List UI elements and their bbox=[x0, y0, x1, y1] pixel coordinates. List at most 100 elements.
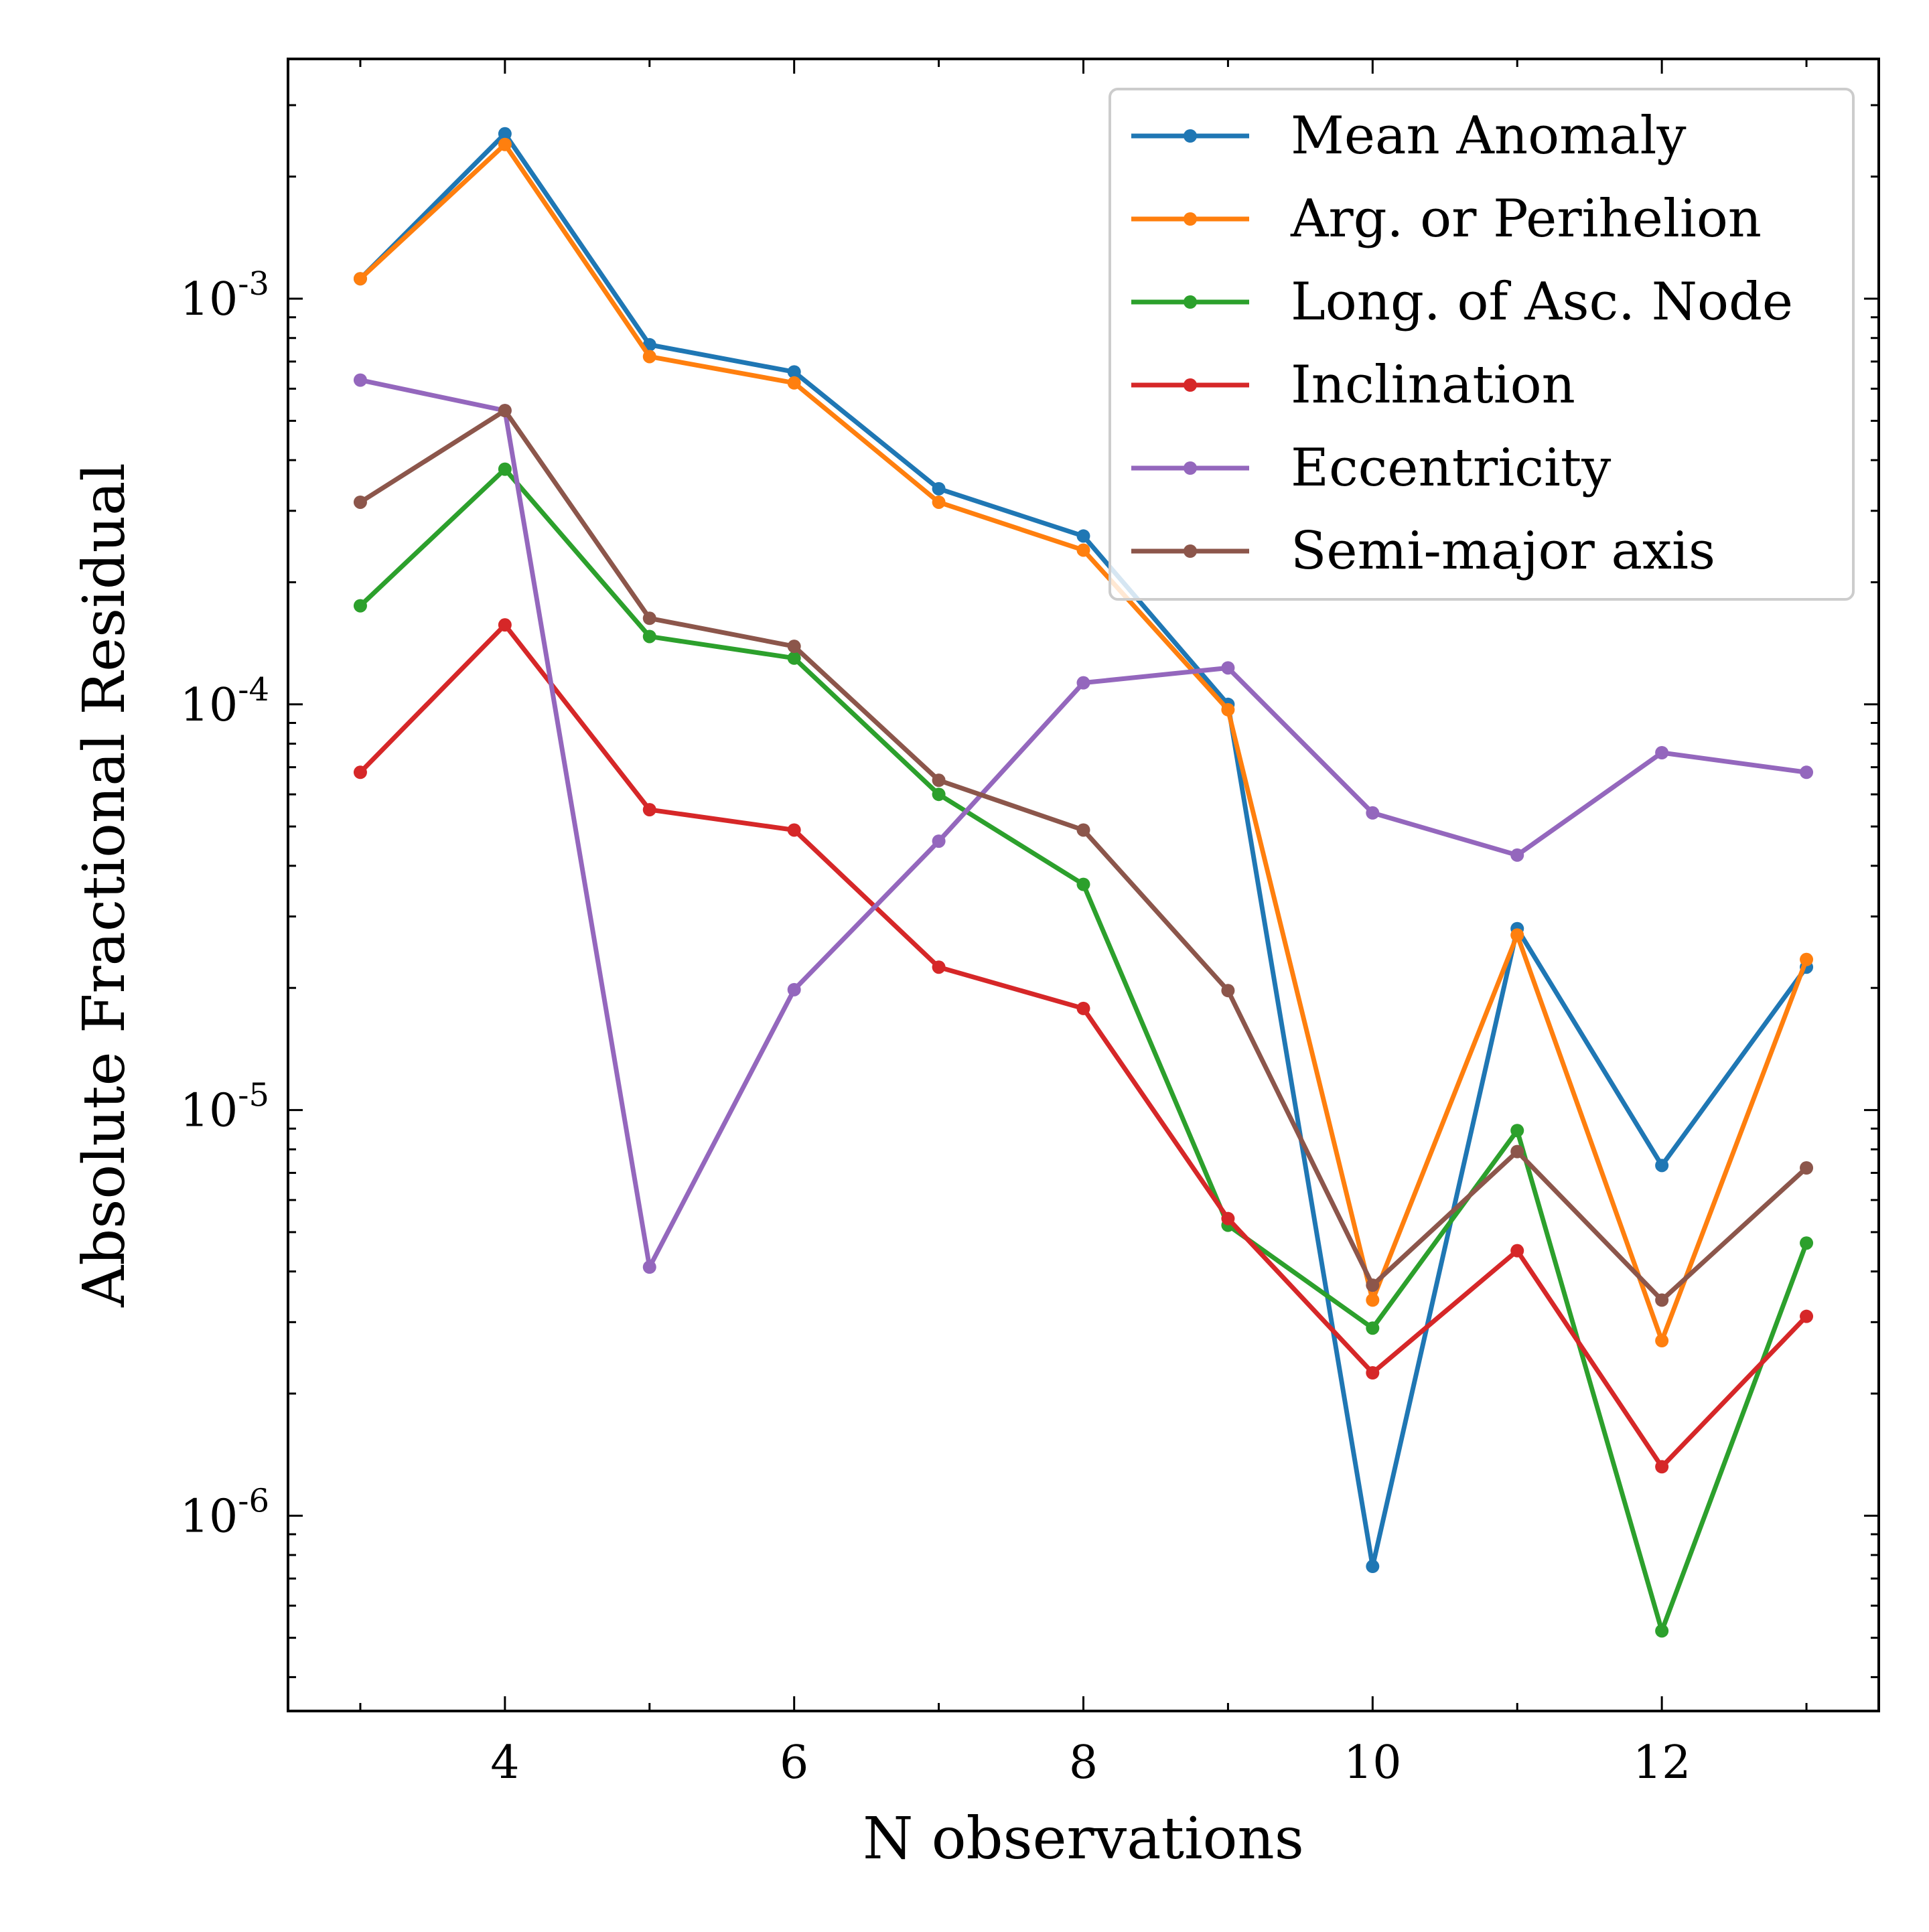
data-point bbox=[1510, 1144, 1524, 1159]
data-point bbox=[1655, 1334, 1669, 1348]
legend-marker bbox=[1184, 212, 1197, 226]
data-point bbox=[1076, 823, 1090, 837]
data-point bbox=[932, 481, 946, 496]
data-point bbox=[1510, 848, 1524, 862]
data-point bbox=[1655, 1624, 1669, 1638]
data-point bbox=[932, 960, 946, 974]
data-point bbox=[1366, 1365, 1380, 1380]
data-point bbox=[1076, 877, 1090, 891]
data-point bbox=[1221, 1211, 1235, 1225]
data-point bbox=[1800, 1161, 1814, 1175]
legend-item: Inclination bbox=[1131, 355, 1575, 415]
data-point bbox=[1221, 984, 1235, 998]
data-point bbox=[642, 629, 656, 644]
data-point bbox=[932, 495, 946, 509]
y-tick-label: 10-6 bbox=[180, 1482, 269, 1543]
x-tick-label: 8 bbox=[1069, 1736, 1098, 1789]
legend-item: Long. of Asc. Node bbox=[1131, 272, 1793, 332]
data-point bbox=[1655, 746, 1669, 760]
data-point bbox=[498, 404, 512, 418]
data-point bbox=[1366, 806, 1380, 820]
legend-label: Eccentricity bbox=[1291, 438, 1611, 498]
data-point bbox=[787, 823, 801, 837]
y-tick-labels: 10-3 10-4 10-5 10-6 bbox=[180, 265, 269, 1543]
legend-marker bbox=[1184, 295, 1197, 309]
series-1 bbox=[353, 137, 1814, 1348]
legend-label: Inclination bbox=[1291, 355, 1575, 415]
legend-marker bbox=[1184, 378, 1197, 392]
legend-label: Long. of Asc. Node bbox=[1291, 272, 1793, 332]
series-2 bbox=[353, 462, 1814, 1638]
data-point bbox=[1510, 1124, 1524, 1138]
x-axis-title: N observations bbox=[863, 1805, 1304, 1872]
data-point bbox=[642, 350, 656, 364]
data-point bbox=[1076, 676, 1090, 690]
data-point bbox=[787, 651, 801, 665]
data-point bbox=[787, 982, 801, 996]
x-tick-label: 12 bbox=[1633, 1736, 1691, 1789]
legend-marker bbox=[1184, 544, 1197, 558]
legend-item: Eccentricity bbox=[1131, 438, 1611, 498]
legend-item: Mean Anomaly bbox=[1131, 106, 1687, 166]
data-point bbox=[1510, 1244, 1524, 1258]
data-point bbox=[1366, 1278, 1380, 1292]
data-point bbox=[1655, 1159, 1669, 1173]
x-tick-label: 4 bbox=[490, 1736, 519, 1789]
series-3 bbox=[353, 618, 1814, 1474]
x-tick-labels: 4 6 8 10 12 bbox=[490, 1736, 1691, 1789]
legend-marker bbox=[1184, 461, 1197, 475]
data-point bbox=[787, 376, 801, 390]
data-point bbox=[498, 462, 512, 476]
data-point bbox=[1800, 1309, 1814, 1323]
plot-series bbox=[353, 127, 1814, 1638]
data-point bbox=[787, 365, 801, 379]
data-point bbox=[498, 137, 512, 151]
data-point bbox=[1221, 702, 1235, 717]
data-point bbox=[1655, 1460, 1669, 1474]
legend-box bbox=[1109, 88, 1855, 601]
data-point bbox=[1800, 952, 1814, 966]
data-point bbox=[1800, 765, 1814, 779]
data-point bbox=[642, 1260, 656, 1274]
y-axis-title: Absolute Fractional Residual bbox=[71, 463, 138, 1308]
series-5 bbox=[353, 404, 1814, 1307]
plot-frame bbox=[287, 58, 1880, 1712]
data-point bbox=[498, 618, 512, 632]
data-point bbox=[498, 127, 512, 141]
data-point bbox=[1076, 1001, 1090, 1015]
data-point bbox=[932, 773, 946, 788]
data-point bbox=[1655, 1293, 1669, 1307]
data-point bbox=[1076, 543, 1090, 557]
legend: Mean Anomaly Arg. or Perihelion Long. of A… bbox=[1109, 88, 1855, 601]
data-point bbox=[1800, 1236, 1814, 1250]
data-point bbox=[1510, 928, 1524, 942]
data-point bbox=[353, 495, 367, 509]
data-point bbox=[642, 611, 656, 625]
data-point bbox=[1076, 529, 1090, 543]
data-point bbox=[353, 272, 367, 286]
data-point bbox=[932, 834, 946, 848]
legend-marker bbox=[1184, 129, 1197, 143]
legend-label: Semi-major axis bbox=[1291, 521, 1715, 581]
legend-item: Arg. or Perihelion bbox=[1131, 189, 1762, 249]
y-tick-label: 10-5 bbox=[180, 1077, 269, 1138]
y-tick-label: 10-4 bbox=[180, 671, 269, 732]
data-point bbox=[353, 765, 367, 779]
data-point bbox=[932, 788, 946, 802]
x-tick-label: 6 bbox=[780, 1736, 808, 1789]
data-point bbox=[1366, 1293, 1380, 1307]
y-tick-label: 10-3 bbox=[180, 265, 269, 326]
data-point bbox=[1366, 1321, 1380, 1335]
legend-item: Semi-major axis bbox=[1131, 521, 1715, 581]
data-point bbox=[353, 599, 367, 613]
data-point bbox=[353, 373, 367, 387]
data-point bbox=[1366, 1560, 1380, 1574]
data-point bbox=[787, 640, 801, 654]
legend-label: Arg. or Perihelion bbox=[1290, 189, 1762, 249]
legend-label: Mean Anomaly bbox=[1291, 106, 1687, 166]
x-tick-label: 10 bbox=[1344, 1736, 1402, 1789]
data-point bbox=[1221, 661, 1235, 675]
data-point bbox=[642, 803, 656, 817]
